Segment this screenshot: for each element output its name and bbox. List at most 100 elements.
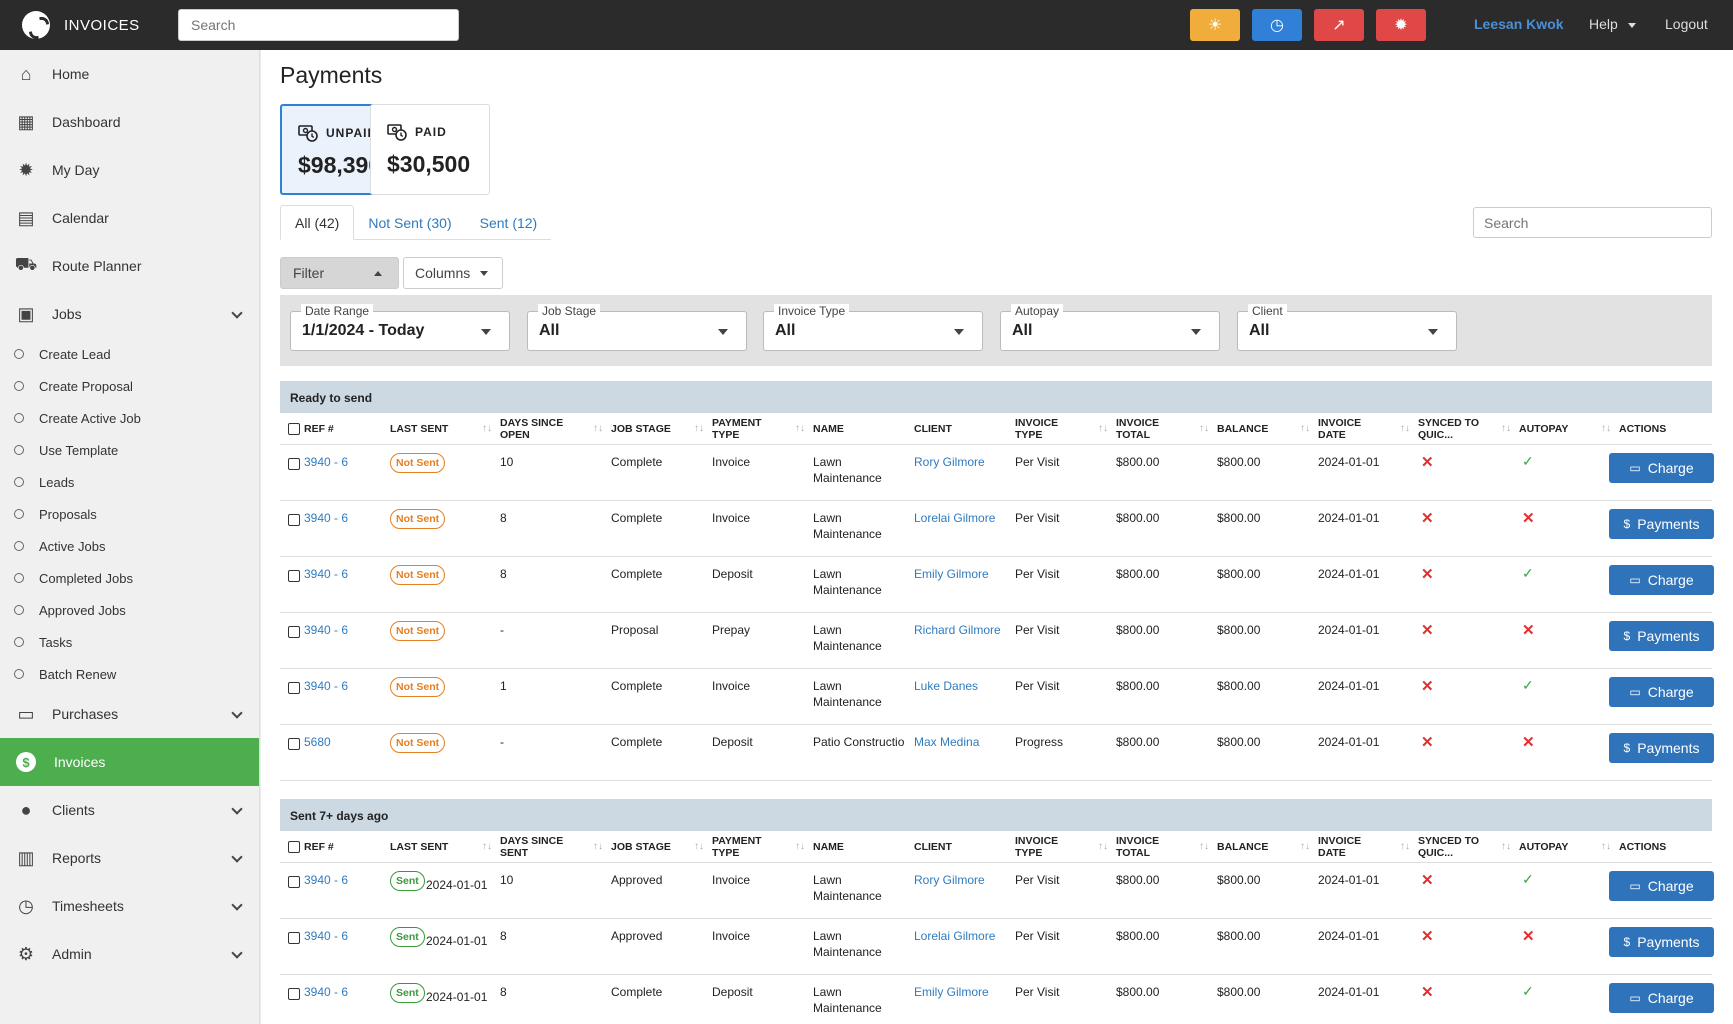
sidebar-subitem-tasks[interactable]: Tasks bbox=[0, 626, 259, 658]
global-search-input[interactable] bbox=[178, 9, 459, 41]
client-link[interactable]: Max Medina bbox=[914, 735, 980, 749]
filter-job-stage-select[interactable]: Job Stage All bbox=[527, 304, 747, 351]
column-header[interactable]: REF # bbox=[304, 413, 390, 445]
logout-link[interactable]: Logout bbox=[1665, 16, 1708, 32]
sort-icon[interactable]: ↑↓ bbox=[1300, 423, 1310, 434]
column-header[interactable]: INVOICE TOTAL ↑↓ bbox=[1116, 831, 1217, 863]
sidebar-subitem-leads[interactable]: Leads bbox=[0, 466, 259, 498]
client-link[interactable]: Luke Danes bbox=[914, 679, 979, 693]
client-link[interactable]: Lorelai Gilmore bbox=[914, 511, 996, 525]
user-menu-link[interactable]: Leesan Kwok bbox=[1474, 16, 1564, 32]
select-all-checkbox[interactable] bbox=[288, 841, 300, 853]
trend-button[interactable]: ↗ bbox=[1314, 9, 1364, 41]
column-header[interactable]: SYNCED TO QUIC... ↑↓ bbox=[1418, 831, 1519, 863]
sidebar-item-purchases[interactable]: ▭ Purchases bbox=[0, 690, 259, 738]
ref-link[interactable]: 3940 - 6 bbox=[304, 679, 349, 693]
sidebar-item-admin[interactable]: ⚙ Admin bbox=[0, 930, 259, 978]
column-header[interactable]: BALANCE ↑↓ bbox=[1217, 831, 1318, 863]
ref-link[interactable]: 3940 - 6 bbox=[304, 623, 349, 637]
client-link[interactable]: Rory Gilmore bbox=[914, 873, 985, 887]
column-header[interactable]: INVOICE DATE ↑↓ bbox=[1318, 831, 1418, 863]
sun-button[interactable]: ☀ bbox=[1190, 9, 1240, 41]
charge-button[interactable]: ▭ Charge bbox=[1609, 983, 1714, 1013]
charge-button[interactable]: ▭ Charge bbox=[1609, 871, 1714, 901]
column-header[interactable]: LAST SENT ↑↓ bbox=[390, 413, 500, 445]
column-header[interactable]: SYNCED TO QUIC... ↑↓ bbox=[1418, 413, 1519, 445]
help-menu[interactable]: Help bbox=[1589, 16, 1636, 32]
brand[interactable]: INVOICES bbox=[0, 11, 178, 39]
payments-button[interactable]: $ Payments bbox=[1609, 927, 1714, 957]
sort-icon[interactable]: ↑↓ bbox=[1199, 423, 1209, 434]
filter-invoice-type-select[interactable]: Invoice Type All bbox=[763, 304, 983, 351]
column-header[interactable]: LAST SENT ↑↓ bbox=[390, 831, 500, 863]
sort-icon[interactable]: ↑↓ bbox=[1501, 423, 1511, 434]
sort-icon[interactable]: ↑↓ bbox=[1501, 841, 1511, 852]
sidebar-subitem-active-jobs[interactable]: Active Jobs bbox=[0, 530, 259, 562]
sort-icon[interactable]: ↑↓ bbox=[795, 423, 805, 434]
sidebar-subitem-create-lead[interactable]: Create Lead bbox=[0, 338, 259, 370]
ref-link[interactable]: 3940 - 6 bbox=[304, 929, 349, 943]
filter-button[interactable]: Filter bbox=[280, 257, 399, 289]
sidebar-item-home[interactable]: ⌂ Home bbox=[0, 50, 259, 98]
tab-all[interactable]: All (42) bbox=[280, 205, 355, 240]
column-header[interactable]: INVOICE DATE ↑↓ bbox=[1318, 413, 1418, 445]
column-header[interactable]: CLIENT bbox=[914, 413, 1015, 445]
sidebar-item-calendar[interactable]: ▤ Calendar bbox=[0, 194, 259, 242]
client-link[interactable]: Rory Gilmore bbox=[914, 455, 985, 469]
sort-icon[interactable]: ↑↓ bbox=[1199, 841, 1209, 852]
client-link[interactable]: Lorelai Gilmore bbox=[914, 929, 996, 943]
row-checkbox[interactable] bbox=[288, 876, 300, 888]
columns-button[interactable]: Columns bbox=[403, 257, 503, 289]
sort-icon[interactable]: ↑↓ bbox=[694, 841, 704, 852]
column-header[interactable]: INVOICE TYPE ↑↓ bbox=[1015, 413, 1116, 445]
sidebar-item-jobs[interactable]: ▣ Jobs bbox=[0, 290, 259, 338]
sort-icon[interactable]: ↑↓ bbox=[1601, 841, 1611, 852]
filter-date-range-select[interactable]: Date Range 1/1/2024 - Today bbox=[290, 304, 510, 351]
row-checkbox[interactable] bbox=[288, 626, 300, 638]
column-header[interactable]: NAME bbox=[813, 831, 914, 863]
bright-button[interactable]: ✹ bbox=[1376, 9, 1426, 41]
ref-link[interactable]: 3940 - 6 bbox=[304, 567, 349, 581]
column-header[interactable]: DAYS SINCE OPEN ↑↓ bbox=[500, 413, 611, 445]
column-header[interactable]: PAYMENT TYPE ↑↓ bbox=[712, 413, 813, 445]
sidebar-subitem-approved-jobs[interactable]: Approved Jobs bbox=[0, 594, 259, 626]
column-header[interactable]: AUTOPAY ↑↓ bbox=[1519, 831, 1619, 863]
sidebar-item-invoices[interactable]: $ Invoices bbox=[0, 738, 259, 786]
sidebar-subitem-use-template[interactable]: Use Template bbox=[0, 434, 259, 466]
column-header[interactable]: INVOICE TYPE ↑↓ bbox=[1015, 831, 1116, 863]
column-header[interactable]: AUTOPAY ↑↓ bbox=[1519, 413, 1619, 445]
column-header[interactable]: REF # bbox=[304, 831, 390, 863]
row-checkbox[interactable] bbox=[288, 458, 300, 470]
payments-button[interactable]: $ Payments bbox=[1609, 509, 1714, 539]
ref-link[interactable]: 3940 - 6 bbox=[304, 985, 349, 999]
sidebar-subitem-batch-renew[interactable]: Batch Renew bbox=[0, 658, 259, 690]
sort-icon[interactable]: ↑↓ bbox=[593, 841, 603, 852]
charge-button[interactable]: ▭ Charge bbox=[1609, 565, 1714, 595]
paid-card[interactable]: PAID $30,500 bbox=[370, 104, 490, 195]
sort-icon[interactable]: ↑↓ bbox=[1300, 841, 1310, 852]
ref-link[interactable]: 5680 bbox=[304, 735, 331, 749]
sort-icon[interactable]: ↑↓ bbox=[482, 841, 492, 852]
row-checkbox[interactable] bbox=[288, 682, 300, 694]
sort-icon[interactable]: ↑↓ bbox=[1400, 841, 1410, 852]
column-header[interactable]: JOB STAGE ↑↓ bbox=[611, 413, 712, 445]
sort-icon[interactable]: ↑↓ bbox=[694, 423, 704, 434]
sidebar-subitem-create-proposal[interactable]: Create Proposal bbox=[0, 370, 259, 402]
ref-link[interactable]: 3940 - 6 bbox=[304, 511, 349, 525]
sidebar-subitem-completed-jobs[interactable]: Completed Jobs bbox=[0, 562, 259, 594]
sidebar-item-dashboard[interactable]: ▦ Dashboard bbox=[0, 98, 259, 146]
sort-icon[interactable]: ↑↓ bbox=[1400, 423, 1410, 434]
sidebar-item-clients[interactable]: ● Clients bbox=[0, 786, 259, 834]
client-link[interactable]: Emily Gilmore bbox=[914, 985, 989, 999]
sidebar-item-timesheets[interactable]: ◷ Timesheets bbox=[0, 882, 259, 930]
sidebar-subitem-proposals[interactable]: Proposals bbox=[0, 498, 259, 530]
payments-button[interactable]: $ Payments bbox=[1609, 621, 1714, 651]
row-checkbox[interactable] bbox=[288, 932, 300, 944]
column-header[interactable]: BALANCE ↑↓ bbox=[1217, 413, 1318, 445]
sort-icon[interactable]: ↑↓ bbox=[482, 423, 492, 434]
sort-icon[interactable]: ↑↓ bbox=[593, 423, 603, 434]
clock-button[interactable]: ◷ bbox=[1252, 9, 1302, 41]
column-header[interactable]: DAYS SINCE SENT ↑↓ bbox=[500, 831, 611, 863]
sidebar-item-my-day[interactable]: ✹ My Day bbox=[0, 146, 259, 194]
column-header[interactable]: CLIENT bbox=[914, 831, 1015, 863]
